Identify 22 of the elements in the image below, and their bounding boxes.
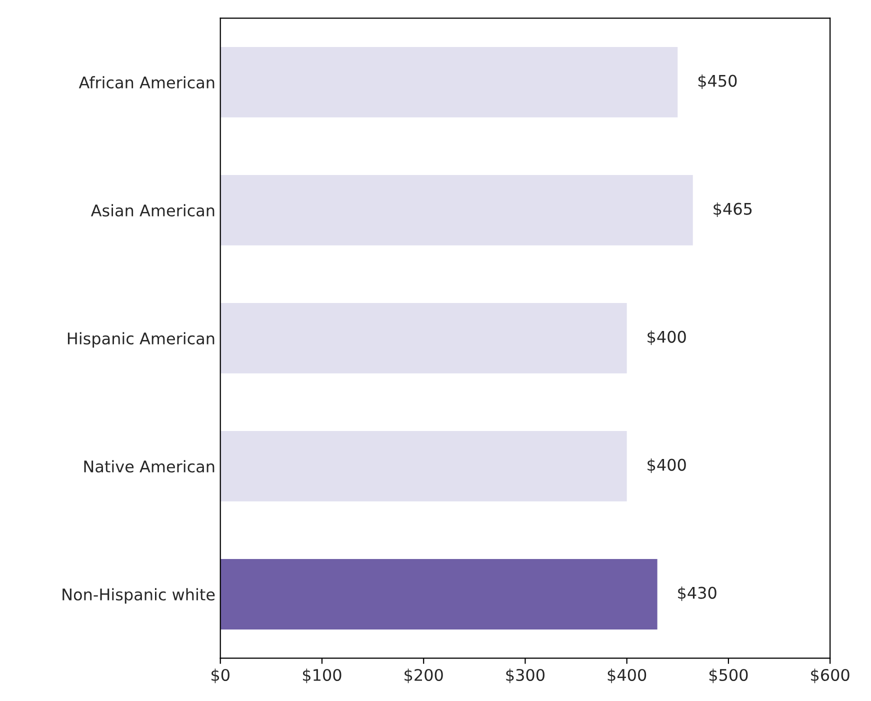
y-tick-label: Non-Hispanic white	[62, 588, 215, 604]
x-tick-label: $200	[404, 668, 443, 684]
bar	[220, 431, 627, 502]
y-tick-label: African American	[78, 76, 214, 89]
data-label: $430	[678, 586, 716, 601]
y-tick-label: Asian American	[90, 204, 214, 217]
bar	[220, 175, 693, 246]
bar	[220, 559, 658, 630]
x-tick-label: $100	[302, 668, 342, 684]
data-label: $465	[714, 202, 752, 217]
x-tick-label: $0	[212, 668, 230, 684]
x-tick-label: $500	[709, 668, 748, 684]
data-label: $400	[648, 458, 686, 473]
x-tick-label: $600	[811, 668, 850, 684]
bar	[220, 47, 678, 118]
x-tick-label: $300	[506, 668, 544, 684]
x-tick-label: $400	[608, 668, 646, 684]
bar	[220, 303, 627, 374]
data-label: $400	[648, 330, 686, 345]
data-label: $450	[698, 74, 737, 89]
y-tick-label: Hispanic American	[68, 332, 214, 348]
y-tick-label: Native American	[84, 460, 214, 473]
